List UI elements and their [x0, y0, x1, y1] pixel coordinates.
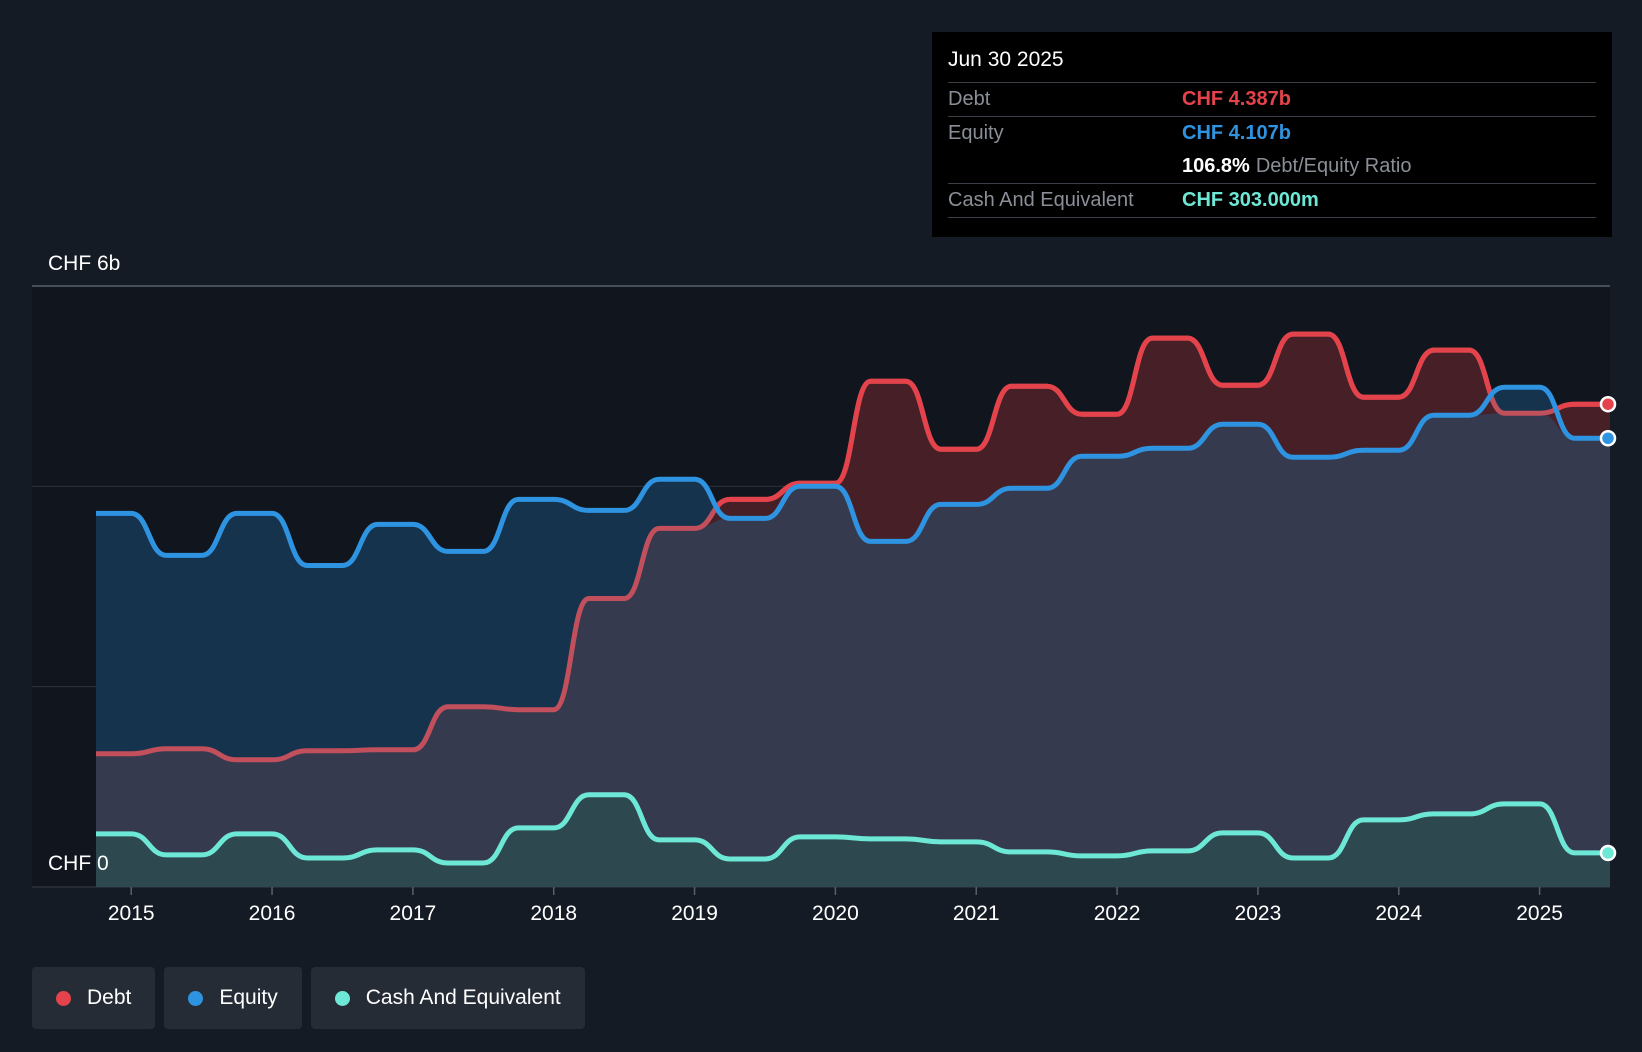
legend-equity-label: Equity: [219, 986, 278, 1009]
hover-tooltip: Jun 30 2025 Debt CHF 4.387b Equity CHF 4…: [932, 32, 1612, 237]
tooltip-ratio-spacer: [948, 150, 1182, 183]
tooltip-equity-row: Equity CHF 4.107b: [948, 117, 1596, 150]
tooltip-debt-row: Debt CHF 4.387b: [948, 83, 1596, 117]
debt-end-marker: [1599, 395, 1617, 413]
overlap-area: [96, 413, 1610, 887]
tooltip-equity-value: CHF 4.107b: [1182, 122, 1291, 144]
legend-item-debt[interactable]: Debt: [32, 967, 156, 1029]
tooltip-debt-value: CHF 4.387b: [1182, 88, 1291, 110]
legend-item-equity[interactable]: Equity: [164, 967, 302, 1029]
equity-dot-icon: [188, 990, 204, 1006]
legend-debt-label: Debt: [87, 986, 132, 1009]
tooltip-date: Jun 30 2025: [948, 46, 1596, 83]
cash-end-marker: [1599, 844, 1617, 862]
plot-area: [32, 285, 1617, 888]
y-axis-max-label: CHF 6b: [48, 252, 120, 275]
tooltip-ratio-value: 106.8%: [1182, 155, 1250, 177]
x-tick-label: 2017: [390, 902, 437, 925]
tooltip-cash-row: Cash And Equivalent CHF 303.000m: [948, 184, 1596, 218]
x-tick-label: 2018: [530, 902, 577, 925]
x-tick-label: 2025: [1516, 902, 1563, 925]
x-axis: 2015 2016 2017 2018 2019 2020 2021 2022 2023 2024…: [108, 887, 1563, 925]
tooltip-ratio-label: Debt/Equity Ratio: [1255, 155, 1412, 177]
tooltip-debt-label: Debt: [948, 88, 991, 110]
debt-dot-icon: [56, 990, 71, 1006]
tooltip-equity-label: Equity: [948, 122, 1004, 144]
x-tick-label: 2016: [249, 902, 296, 925]
legend-item-cash[interactable]: Cash And Equivalent: [310, 967, 585, 1029]
equity-line: [96, 384, 1610, 568]
x-tick-label: 2021: [953, 902, 1000, 925]
x-tick-label: 2020: [812, 902, 859, 925]
legend: Debt Equity Cash And Equivalent: [32, 967, 585, 1029]
tooltip-cash-value: CHF 303.000m: [1182, 189, 1319, 211]
equity-end-marker: [1599, 430, 1617, 447]
cash-dot-icon: [334, 990, 350, 1006]
debt-line-above-equity: [96, 331, 1610, 566]
legend-cash-label: Cash And Equivalent: [365, 986, 561, 1009]
x-tick-label: 2024: [1375, 902, 1422, 925]
x-tick-label: 2022: [1094, 902, 1141, 925]
y-axis-min-label: CHF 0: [48, 852, 109, 875]
x-tick-label: 2023: [1235, 902, 1282, 925]
tooltip-ratio-row: 106.8% Debt/Equity Ratio: [948, 150, 1596, 184]
tooltip-cash-label: Cash And Equivalent: [948, 189, 1134, 211]
x-tick-label: 2015: [108, 902, 155, 925]
x-tick-label: 2019: [671, 902, 718, 925]
cash-line: [96, 792, 1610, 866]
